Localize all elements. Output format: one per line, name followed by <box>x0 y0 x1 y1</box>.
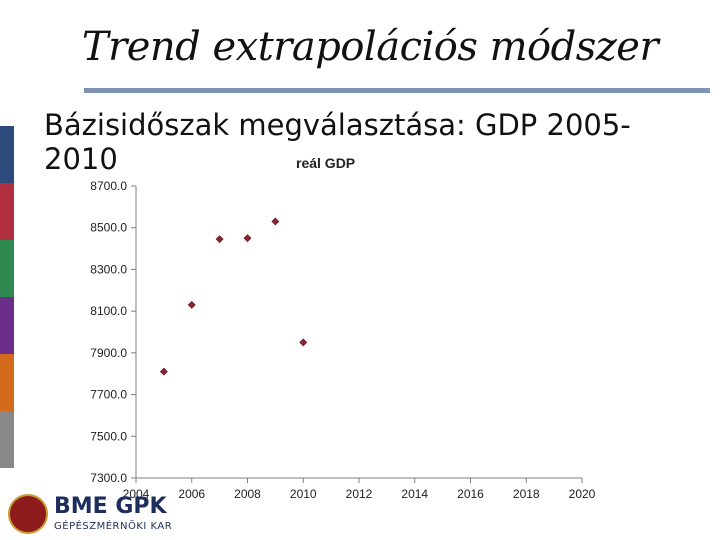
x-tick-label: 2012 <box>346 487 373 501</box>
chart-title: reál GDP <box>296 155 356 171</box>
x-tick-label: 2010 <box>290 487 317 501</box>
data-point <box>187 300 196 309</box>
x-tick-label: 2006 <box>178 487 205 501</box>
y-tick-label: 7300.0 <box>90 471 127 485</box>
x-tick-label: 2020 <box>569 487 596 501</box>
slide-subtitle: Bázisidőszak megválasztása: GDP 2005-201… <box>44 108 631 176</box>
bme-gpk-logo: BME GPK GÉPÉSZMÉRNÖKI KAR <box>8 494 208 538</box>
strip-segment <box>0 126 14 183</box>
data-point <box>271 217 280 226</box>
data-point <box>243 234 252 243</box>
title-rule <box>84 88 710 93</box>
logo-name: BME GPK <box>54 494 167 519</box>
strip-segment <box>0 240 14 297</box>
data-point <box>215 235 224 244</box>
y-tick-label: 7900.0 <box>90 346 127 360</box>
x-tick-label: 2016 <box>457 487 484 501</box>
seal-icon <box>8 494 48 534</box>
color-strip <box>0 126 14 468</box>
slide-title: Trend extrapolációs módszer <box>81 24 659 70</box>
x-tick-label: 2014 <box>401 487 428 501</box>
y-tick-label: 7500.0 <box>90 429 127 443</box>
strip-segment <box>0 297 14 354</box>
x-tick-label: 2004 <box>123 487 150 501</box>
strip-segment <box>0 183 14 240</box>
y-tick-label: 8100.0 <box>90 304 127 318</box>
y-tick-label: 7700.0 <box>90 388 127 402</box>
strip-segment <box>0 354 14 411</box>
y-tick-label: 8500.0 <box>90 221 127 235</box>
y-tick-label: 8700.0 <box>90 179 127 193</box>
logo-subtitle: GÉPÉSZMÉRNÖKI KAR <box>54 521 173 532</box>
x-tick-label: 2008 <box>234 487 261 501</box>
x-tick-label: 2018 <box>513 487 540 501</box>
data-point <box>159 367 168 376</box>
data-point <box>299 338 308 347</box>
y-tick-label: 8300.0 <box>90 262 127 276</box>
strip-segment <box>0 411 14 468</box>
